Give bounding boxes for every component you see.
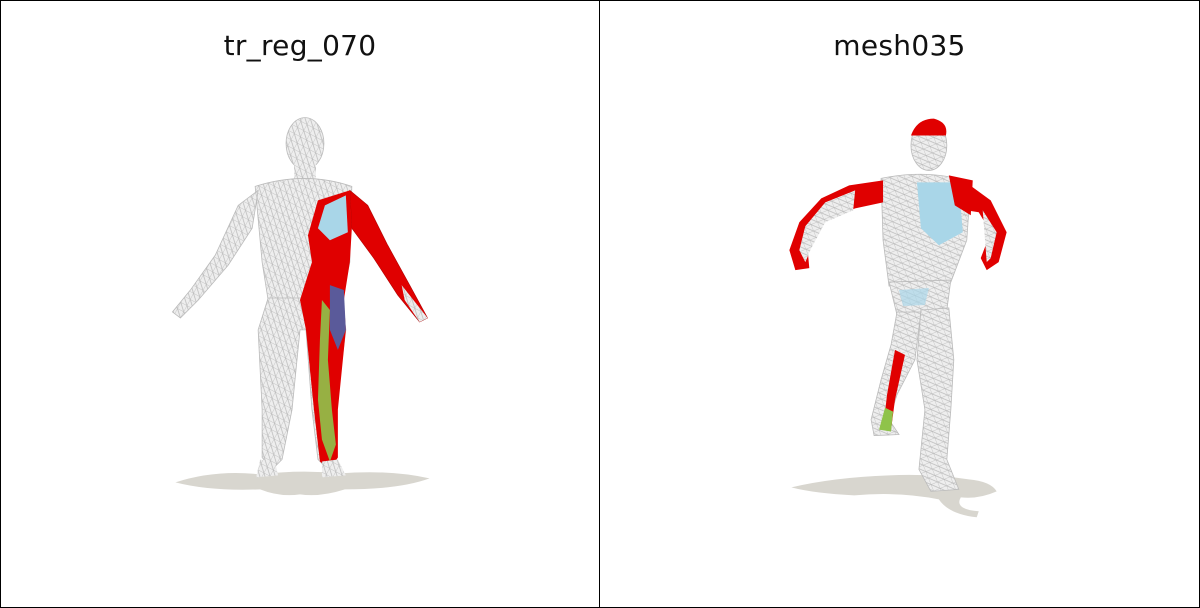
left-viewport[interactable]: tr_reg_070 [0,0,600,608]
wireframe-mesh-figure [789,118,1007,492]
left-mesh-render[interactable] [1,1,599,607]
right-mesh-render[interactable] [600,1,1199,607]
ground-shadow [175,471,430,496]
right-panel-title: mesh035 [833,29,966,62]
right-viewport[interactable]: mesh035 [599,0,1200,608]
wireframe-mesh-figure [171,117,428,478]
ground-shadow [791,474,997,518]
left-panel-title: tr_reg_070 [223,29,377,62]
